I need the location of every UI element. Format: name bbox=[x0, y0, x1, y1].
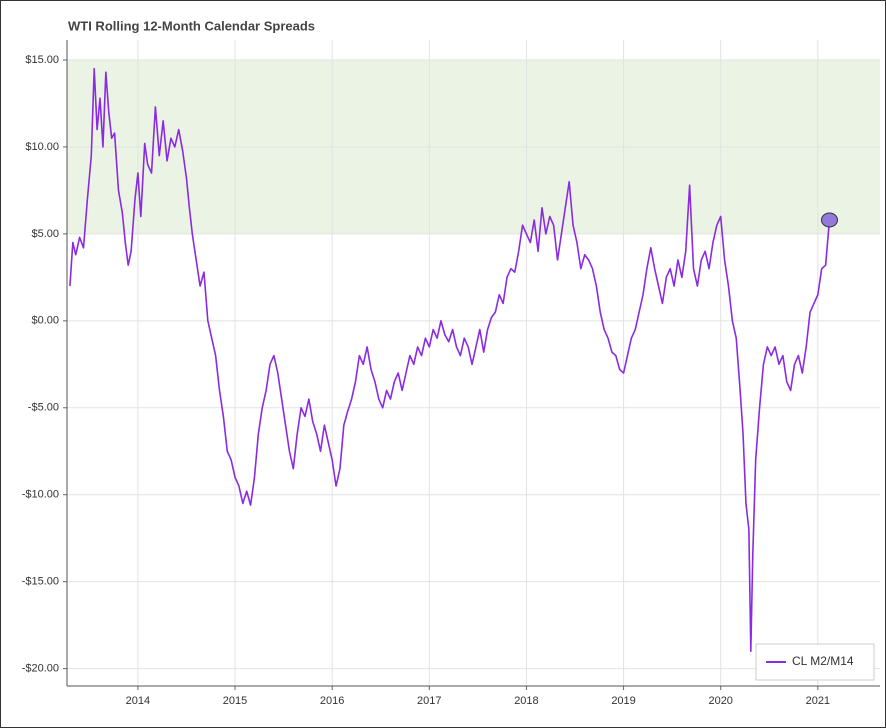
y-tick-label: $5.00 bbox=[31, 228, 59, 240]
y-tick-label: -$20.00 bbox=[22, 663, 59, 675]
x-tick-label: 2020 bbox=[708, 695, 732, 707]
x-tick-label: 2019 bbox=[611, 695, 635, 707]
x-tick-label: 2015 bbox=[223, 695, 247, 707]
y-tick-label: -$10.00 bbox=[22, 489, 59, 501]
y-tick-label: -$15.00 bbox=[22, 576, 59, 588]
y-tick-label: $0.00 bbox=[31, 315, 59, 327]
last-point-marker bbox=[820, 212, 838, 228]
x-tick-label: 2017 bbox=[417, 695, 441, 707]
series-line bbox=[69, 67, 831, 653]
x-tick-label: 2018 bbox=[514, 695, 538, 707]
y-tick-label: -$5.00 bbox=[28, 402, 59, 414]
legend: CL M2/M14 bbox=[755, 643, 875, 681]
y-tick-label: $15.00 bbox=[25, 54, 59, 66]
x-tick-label: 2021 bbox=[806, 695, 830, 707]
chart-title: WTI Rolling 12-Month Calendar Spreads bbox=[68, 18, 315, 33]
y-tick-label: $10.00 bbox=[25, 141, 59, 153]
x-tick-label: 2014 bbox=[126, 695, 150, 707]
legend-label: CL M2/M14 bbox=[792, 654, 854, 668]
x-tick-label: 2016 bbox=[320, 695, 344, 707]
